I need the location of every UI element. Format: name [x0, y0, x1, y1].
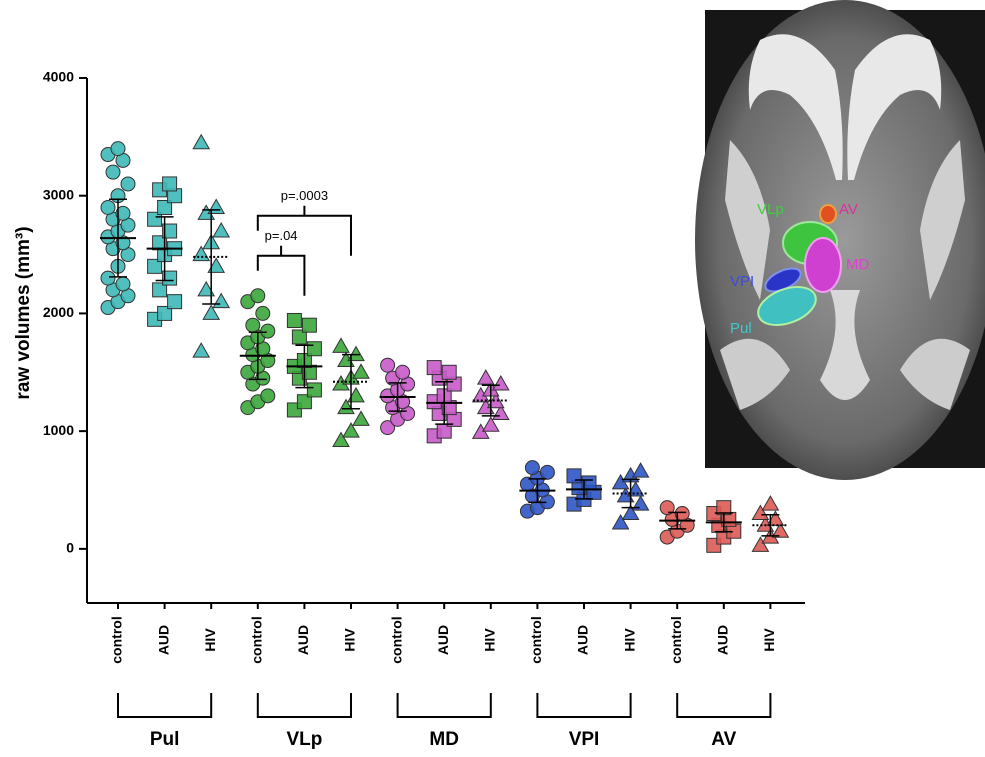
y-tick-label: 0: [66, 540, 74, 556]
y-axis-label: raw volumes (mm³): [13, 226, 34, 399]
x-tick-label: HIV: [621, 628, 637, 652]
point: [427, 361, 441, 375]
x-tick-label: AUD: [575, 625, 591, 655]
point: [261, 389, 275, 403]
x-tick-label: HIV: [482, 628, 498, 652]
point: [193, 135, 209, 149]
inset-label: AV: [839, 201, 858, 218]
point: [168, 295, 182, 309]
significance-bracket: [258, 246, 305, 296]
point: [101, 200, 115, 214]
point: [193, 343, 209, 357]
inset-label: MD: [846, 256, 869, 273]
md-region: [805, 238, 841, 292]
region-bracket: [258, 693, 351, 717]
point: [307, 383, 321, 397]
point: [567, 469, 581, 483]
region-label: Pul: [150, 729, 180, 750]
point: [106, 165, 120, 179]
x-tick-label: AUD: [715, 625, 731, 655]
point: [101, 271, 115, 285]
p-value: p=.04: [265, 228, 298, 243]
point: [762, 496, 778, 510]
point: [213, 223, 229, 237]
point: [121, 177, 135, 191]
x-tick-label: HIV: [761, 628, 777, 652]
point: [633, 463, 649, 477]
point: [353, 364, 369, 378]
point: [256, 306, 270, 320]
x-tick-label: AUD: [435, 625, 451, 655]
point: [213, 294, 229, 308]
y-tick-label: 1000: [43, 422, 74, 438]
y-tick-label: 2000: [43, 304, 74, 320]
x-tick-label: control: [668, 616, 684, 663]
point: [163, 177, 177, 191]
region-bracket: [118, 693, 211, 717]
x-tick-label: AUD: [295, 625, 311, 655]
point: [111, 142, 125, 156]
chart: VLp AV MD VPI Pul raw volumes (mm³) 0 100…: [0, 0, 985, 752]
region-label: AV: [711, 729, 736, 750]
inset-label: VPI: [730, 273, 754, 290]
point: [353, 411, 369, 425]
region-bracket: [537, 693, 630, 717]
point: [396, 365, 410, 379]
av-region: [820, 205, 836, 223]
inset-label: VLp: [757, 201, 784, 218]
mri-inset: VLp AV MD VPI Pul: [695, 0, 985, 480]
point: [287, 313, 301, 327]
point: [251, 289, 265, 303]
p-value: p=.0003: [281, 188, 328, 203]
region-bracket: [398, 693, 491, 717]
x-tick-label: control: [528, 616, 544, 663]
point: [116, 277, 130, 291]
x-tick-label: AUD: [155, 625, 171, 655]
point: [540, 465, 554, 479]
point: [525, 461, 539, 475]
point: [381, 358, 395, 372]
x-tick-label: control: [388, 616, 404, 663]
point: [493, 376, 509, 390]
y-tick-label: 3000: [43, 186, 74, 202]
x-tick-label: control: [109, 616, 125, 663]
x-tick-label: HIV: [202, 628, 218, 652]
region-label: MD: [429, 729, 459, 750]
region-label: VPI: [569, 729, 600, 750]
region-bracket: [677, 693, 770, 717]
point: [478, 370, 494, 384]
x-tick-label: HIV: [342, 628, 358, 652]
page: {"chart_data": {"type": "dot", "y_label"…: [0, 0, 985, 752]
region-label: VLp: [286, 729, 322, 750]
point: [261, 324, 275, 338]
point: [307, 342, 321, 356]
x-tick-label: control: [249, 616, 265, 663]
y-tick-label: 4000: [43, 69, 74, 85]
point: [333, 338, 349, 352]
point: [302, 318, 316, 332]
inset-label: Pul: [730, 320, 752, 337]
point: [442, 365, 456, 379]
point: [246, 318, 260, 332]
